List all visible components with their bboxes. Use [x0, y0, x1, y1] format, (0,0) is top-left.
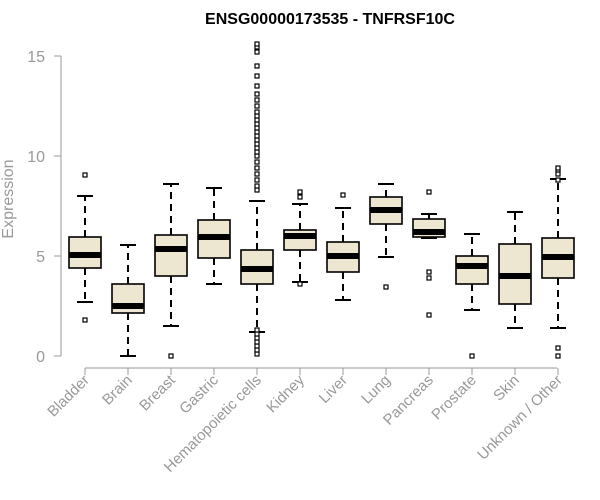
y-tick-label: 10	[27, 149, 45, 166]
outlier-point	[254, 177, 260, 183]
outlier-point	[426, 189, 432, 195]
y-axis-label: Expression	[0, 159, 17, 238]
box-lung	[369, 183, 403, 290]
outlier-point	[254, 347, 260, 353]
outlier-point	[340, 192, 346, 198]
outlier-point	[254, 83, 260, 89]
box-brain	[111, 244, 145, 357]
outlier-point	[254, 49, 260, 55]
box-hematopoietic-cells	[240, 41, 274, 357]
box-breast	[154, 183, 188, 359]
outlier-point	[254, 41, 260, 47]
x-tick-label-brain: Brain	[99, 372, 136, 409]
outlier-point	[254, 129, 260, 135]
y-tick-label: 5	[36, 249, 45, 266]
box-liver	[326, 192, 360, 301]
outlier-point	[555, 165, 561, 171]
box-series	[68, 41, 575, 359]
outlier-point	[254, 63, 260, 69]
outlier-point	[383, 284, 389, 290]
outlier-point	[469, 353, 475, 359]
outlier-point	[555, 177, 561, 183]
outlier-point	[426, 312, 432, 318]
outlier-point	[168, 353, 174, 359]
box-pancreas	[412, 189, 446, 318]
outlier-point	[555, 353, 561, 359]
outlier-point	[254, 133, 260, 139]
outlier-point	[254, 91, 260, 97]
outlier-point	[254, 183, 260, 189]
box-prostate	[455, 233, 489, 359]
outlier-point	[254, 327, 260, 333]
y-axis-ticks: 0 5 10 15	[27, 49, 61, 366]
outlier-point	[297, 281, 303, 287]
y-tick-label: 15	[27, 49, 45, 66]
x-tick-label-skin: Skin	[490, 372, 523, 405]
outlier-point	[426, 275, 432, 281]
outlier-point	[254, 103, 260, 109]
x-tick-label-breast: Breast	[136, 371, 179, 414]
outlier-point	[254, 335, 260, 341]
outlier-point	[254, 149, 260, 155]
x-tick-label-lung: Lung	[358, 372, 394, 408]
chart-title: ENSG00000173535 - TNFRSF10C	[205, 11, 455, 28]
outlier-point	[254, 351, 260, 357]
outlier-point	[254, 153, 260, 159]
outlier-point	[254, 171, 260, 177]
outlier-point	[254, 145, 260, 151]
outlier-point	[254, 339, 260, 345]
outlier-point	[254, 97, 260, 103]
outlier-point	[555, 171, 561, 177]
outlier-point	[254, 137, 260, 143]
outlier-point	[254, 187, 260, 193]
y-tick-label: 0	[36, 349, 45, 366]
outlier-point	[82, 317, 88, 323]
x-tick-label-kidney: Kidney	[263, 371, 308, 416]
outlier-point	[254, 73, 260, 79]
x-tick-label-liver: Liver	[316, 372, 351, 407]
box-skin	[498, 211, 532, 329]
interquartile-box	[154, 234, 188, 277]
outlier-point	[297, 194, 303, 200]
box-bladder	[68, 172, 102, 323]
outlier-point	[254, 141, 260, 147]
box-unknown-other	[541, 165, 575, 359]
outlier-point	[254, 165, 260, 171]
outlier-point	[254, 331, 260, 337]
outlier-point	[426, 269, 432, 275]
box-gastric	[197, 187, 231, 285]
x-tick-label-bladder: Bladder	[44, 372, 93, 421]
outlier-point	[254, 109, 260, 115]
outlier-point	[555, 345, 561, 351]
interquartile-box	[455, 255, 489, 285]
box-kidney	[283, 189, 317, 287]
outlier-point	[254, 343, 260, 349]
x-tick-label-prostate: Prostate	[428, 372, 480, 424]
outlier-point	[297, 189, 303, 195]
outlier-point	[254, 159, 260, 165]
outlier-point	[82, 172, 88, 178]
